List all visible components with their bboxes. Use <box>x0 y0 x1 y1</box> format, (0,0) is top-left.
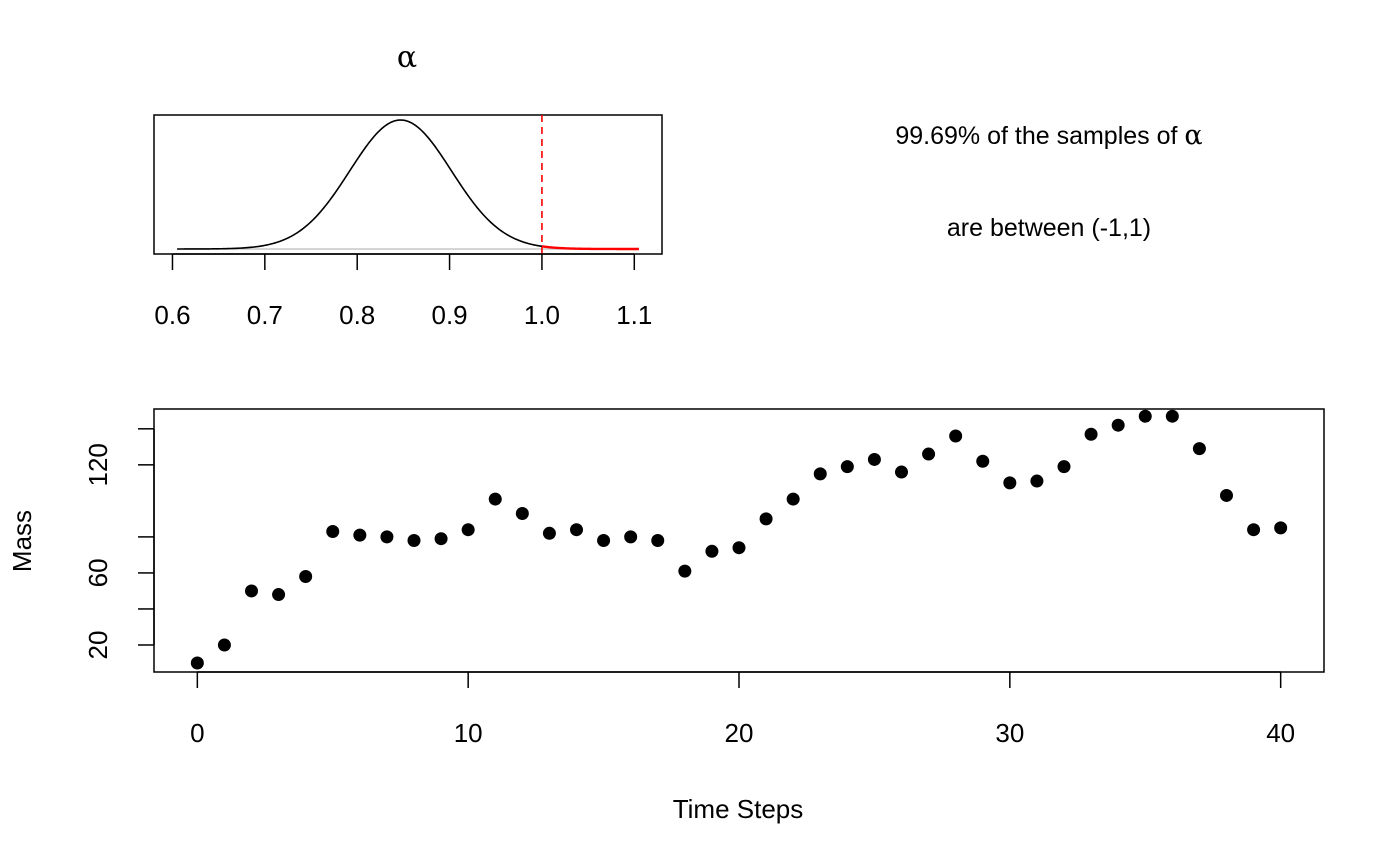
density-x-axis: 0.6 0.7 0.8 0.9 1.0 1.1 <box>154 253 652 330</box>
annotation-line2: are between (-1,1) <box>947 214 1151 242</box>
scatter-point <box>245 584 258 598</box>
scatter-point <box>1192 442 1206 456</box>
annotation-line1: 99.69% of the samples of α <box>895 120 1202 151</box>
scatter-point <box>1057 460 1071 474</box>
scatter-point <box>353 528 367 542</box>
scatter-points <box>190 409 1288 670</box>
scatter-point <box>272 588 286 602</box>
density-x-tick-label: 1.0 <box>524 300 560 330</box>
density-x-tick-label: 0.6 <box>154 300 190 330</box>
scatter-point <box>515 506 529 520</box>
scatter-x-tick-label: 10 <box>454 718 483 748</box>
scatter-panel: 0 10 20 30 40 20 60 120 Time Steps Mass <box>7 408 1325 824</box>
scatter-point <box>407 534 421 547</box>
scatter-point <box>895 465 908 479</box>
scatter-point <box>732 541 746 555</box>
scatter-point <box>461 523 475 537</box>
scatter-plot-frame <box>153 408 1325 673</box>
scatter-x-tick-label: 0 <box>190 718 204 748</box>
density-x-tick-label: 0.8 <box>339 300 375 330</box>
scatter-point <box>326 524 340 538</box>
scatter-point <box>1084 427 1098 441</box>
x-axis-label: Time Steps <box>673 794 804 824</box>
scatter-point <box>786 492 800 506</box>
scatter-point <box>434 532 448 546</box>
density-panel: α 0.6 0.7 0.8 0.9 1.0 1.1 <box>153 40 663 330</box>
scatter-y-axis: 20 60 120 <box>83 428 155 660</box>
annotation-line1-text: 99.69% of the samples of <box>895 122 1184 150</box>
scatter-point <box>813 467 827 481</box>
scatter-point <box>217 638 231 652</box>
scatter-y-tick-label: 120 <box>83 443 113 486</box>
scatter-point <box>570 523 583 537</box>
scatter-point <box>678 564 692 578</box>
scatter-point <box>949 429 963 443</box>
scatter-point <box>380 530 394 544</box>
scatter-point <box>651 534 665 547</box>
scatter-point <box>1111 418 1125 432</box>
scatter-point <box>867 452 881 466</box>
scatter-point <box>542 526 556 540</box>
scatter-point <box>190 656 204 670</box>
density-title: α <box>397 40 417 75</box>
scatter-point <box>1220 488 1233 502</box>
scatter-point <box>1030 474 1044 488</box>
scatter-point <box>624 530 638 544</box>
scatter-point <box>1003 476 1017 490</box>
density-curve <box>177 119 543 250</box>
scatter-point <box>705 544 719 558</box>
scatter-x-tick-label: 40 <box>1266 718 1295 748</box>
scatter-point <box>840 460 854 474</box>
scatter-point <box>759 512 773 526</box>
density-x-tick-label: 0.9 <box>431 300 467 330</box>
scatter-point <box>1247 523 1261 537</box>
density-x-tick-label: 1.1 <box>616 300 652 330</box>
annotation: 99.69% of the samples of α are between (… <box>895 120 1202 242</box>
scatter-x-axis: 0 10 20 30 40 <box>190 671 1295 748</box>
y-axis-label: Mass <box>7 510 37 572</box>
scatter-point <box>1274 521 1288 535</box>
scatter-x-tick-label: 30 <box>995 718 1024 748</box>
scatter-point <box>922 447 936 461</box>
scatter-point <box>1165 409 1179 423</box>
scatter-point <box>976 454 990 468</box>
density-plot-frame <box>153 114 663 255</box>
annotation-alpha-symbol: α <box>1184 120 1202 151</box>
density-plot-area <box>177 115 639 254</box>
scatter-point <box>299 570 313 584</box>
density-tail-curve <box>541 245 639 251</box>
density-x-tick-label: 0.7 <box>247 300 283 330</box>
scatter-y-tick-label: 20 <box>83 631 113 660</box>
scatter-x-tick-label: 20 <box>725 718 754 748</box>
scatter-point <box>597 534 611 547</box>
scatter-y-tick-label: 60 <box>83 558 113 587</box>
scatter-point <box>1138 409 1152 423</box>
scatter-point <box>488 492 502 506</box>
